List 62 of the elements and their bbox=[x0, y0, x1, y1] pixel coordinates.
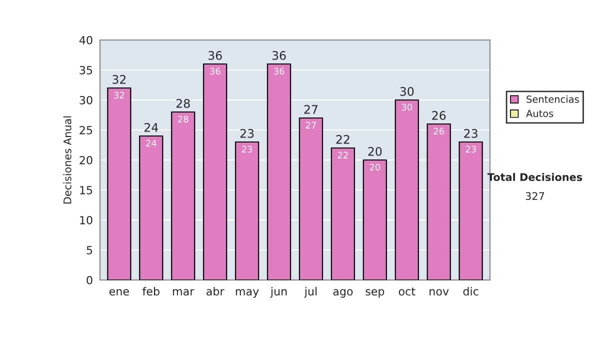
bar bbox=[394, 99, 419, 280]
annotation: Total Decisiones bbox=[487, 172, 582, 182]
bar bbox=[234, 141, 260, 280]
total-label: 27 bbox=[304, 104, 318, 114]
bar bbox=[362, 159, 387, 280]
total-label: 26 bbox=[432, 110, 446, 120]
x-tick-label: abr bbox=[206, 286, 224, 296]
data-label: 23 bbox=[242, 146, 252, 153]
data-label: 22 bbox=[338, 152, 348, 158]
total-label: 28 bbox=[176, 98, 190, 108]
bar bbox=[426, 123, 451, 280]
total-label: 20 bbox=[368, 146, 382, 156]
data-label: 36 bbox=[210, 68, 220, 75]
total-label: 36 bbox=[208, 50, 222, 60]
data-label: 23 bbox=[466, 146, 476, 153]
bar bbox=[139, 135, 164, 280]
y-axis-title: Decisiones Anual bbox=[63, 116, 72, 204]
total-label: 22 bbox=[336, 134, 350, 144]
bar bbox=[298, 117, 324, 280]
y-tick-label: 35 bbox=[80, 66, 92, 74]
x-tick-label: may bbox=[236, 289, 259, 298]
x-tick-label: ene bbox=[109, 289, 129, 296]
data-label: 27 bbox=[306, 122, 316, 128]
x-tick-label: mar bbox=[173, 289, 194, 296]
total-label: 23 bbox=[464, 128, 478, 138]
legend-label: Sentencias bbox=[526, 95, 579, 103]
data-label: 26 bbox=[434, 128, 444, 135]
y-tick-label: 0 bbox=[86, 276, 92, 284]
bar bbox=[107, 87, 132, 280]
total-label: 24 bbox=[144, 122, 158, 132]
data-label: 24 bbox=[146, 140, 156, 146]
bar bbox=[266, 63, 292, 280]
legend-label: Autos bbox=[526, 110, 554, 118]
x-tick-label: sep bbox=[366, 289, 384, 298]
data-label: 28 bbox=[178, 116, 188, 123]
y-tick-label: 40 bbox=[79, 36, 92, 44]
bar bbox=[458, 141, 483, 280]
x-tick-label: jun bbox=[270, 286, 287, 298]
total-label: 30 bbox=[400, 86, 414, 96]
y-tick-label: 20 bbox=[80, 156, 92, 164]
x-tick-label: ago bbox=[333, 289, 353, 298]
data-label: 30 bbox=[402, 104, 412, 111]
data-label: 32 bbox=[114, 92, 124, 99]
x-tick-label: feb bbox=[142, 286, 160, 296]
y-tick-label: 10 bbox=[80, 216, 92, 224]
total-label: 36 bbox=[272, 50, 286, 60]
y-tick-label: 25 bbox=[80, 126, 92, 134]
bar bbox=[330, 147, 356, 280]
x-tick-label: dic bbox=[463, 286, 478, 296]
x-tick-label: oct bbox=[398, 288, 416, 296]
y-tick-label: 15 bbox=[80, 186, 92, 194]
x-tick-label: nov bbox=[430, 289, 449, 296]
bar bbox=[203, 63, 228, 280]
data-label: 20 bbox=[370, 164, 380, 171]
y-tick-label: 30 bbox=[80, 96, 92, 104]
data-label: 36 bbox=[274, 68, 284, 75]
x-tick-label: jul bbox=[304, 286, 317, 298]
total-label: 23 bbox=[240, 128, 254, 138]
total-label: 32 bbox=[112, 74, 126, 84]
text: 327 bbox=[526, 192, 544, 200]
bar bbox=[171, 111, 196, 280]
y-tick-label: 5 bbox=[86, 246, 92, 254]
